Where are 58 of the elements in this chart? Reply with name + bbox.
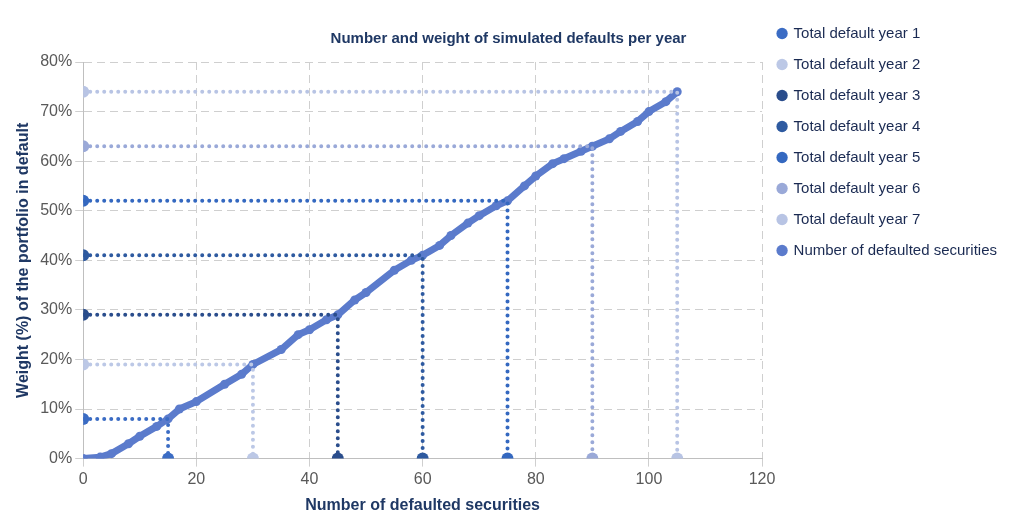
x-tick-label: 60 xyxy=(413,469,432,487)
point xyxy=(350,295,360,305)
point xyxy=(435,240,445,250)
point xyxy=(463,218,473,228)
point xyxy=(135,431,145,441)
point xyxy=(276,345,286,355)
legend-label: Total default year 4 xyxy=(793,116,921,134)
x-tick-label: 80 xyxy=(526,469,545,487)
x-tick-label: 0 xyxy=(78,469,88,487)
x-tick-label: 40 xyxy=(300,469,319,487)
chart-title: Number and weight of simulated defaults per year xyxy=(330,29,687,47)
point xyxy=(321,315,331,325)
legend-label: Total default year 6 xyxy=(793,178,921,196)
point xyxy=(616,126,626,136)
x-tick-label: 120 xyxy=(748,469,776,487)
point xyxy=(389,265,399,275)
legend-label: Total default year 1 xyxy=(793,23,921,41)
point xyxy=(123,439,133,449)
point xyxy=(661,97,671,107)
point xyxy=(152,421,162,431)
y-tick-label: 60% xyxy=(40,151,73,169)
y-tick-label: 30% xyxy=(40,300,73,318)
y-tick-label: 70% xyxy=(40,101,73,119)
x-tick-label: 100 xyxy=(635,469,663,487)
point xyxy=(107,449,117,459)
point xyxy=(491,201,501,211)
y-axis-title: Weight (%) of the portfolio in default xyxy=(14,122,32,398)
x-axis-title: Number of defaulted securities xyxy=(305,495,541,513)
point xyxy=(361,288,371,298)
point xyxy=(406,255,416,265)
point xyxy=(220,379,230,389)
point xyxy=(519,181,529,191)
point xyxy=(174,404,184,414)
point xyxy=(531,171,541,181)
point xyxy=(559,154,569,164)
legend-label: Total default year 7 xyxy=(793,209,921,227)
point xyxy=(446,231,456,241)
x-tick-label: 20 xyxy=(187,469,206,487)
point xyxy=(474,211,484,221)
y-tick-label: 20% xyxy=(40,349,73,367)
point xyxy=(633,116,643,126)
point xyxy=(305,325,314,335)
point xyxy=(604,134,614,144)
y-tick-label: 10% xyxy=(40,399,73,417)
y-tick-label: 50% xyxy=(40,201,73,219)
y-tick-label: 0% xyxy=(49,449,73,467)
legend-label: Number of defaulted securities xyxy=(793,240,997,258)
point xyxy=(237,369,247,379)
point xyxy=(548,159,558,169)
y-tick-label: 80% xyxy=(40,52,73,70)
point xyxy=(644,107,654,117)
y-tick-label: 40% xyxy=(40,250,73,268)
legend-label: Total default year 5 xyxy=(793,147,921,165)
point xyxy=(191,397,201,407)
point xyxy=(95,452,105,459)
legend-label: Total default year 3 xyxy=(793,85,921,103)
legend-label: Total default year 2 xyxy=(793,54,921,72)
point xyxy=(293,330,303,340)
